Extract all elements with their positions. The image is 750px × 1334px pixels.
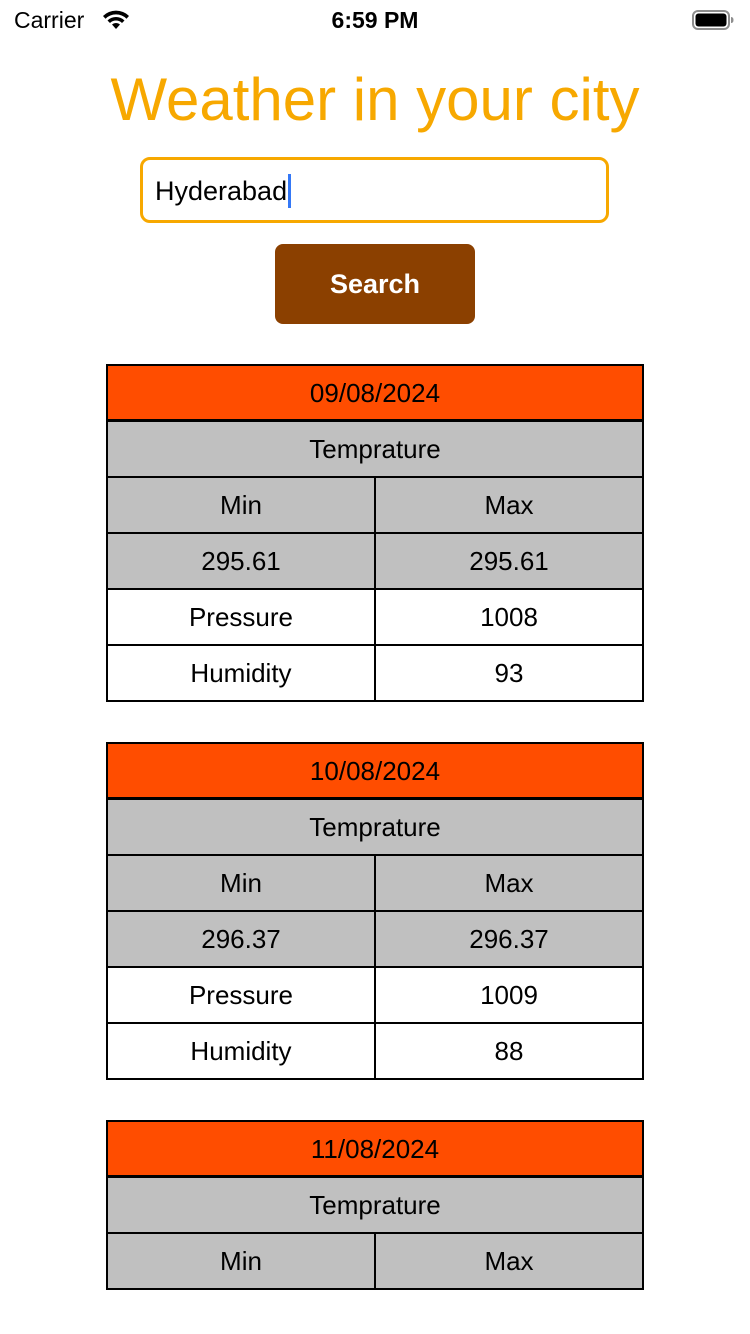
carrier-label: Carrier bbox=[14, 7, 85, 33]
wifi-icon bbox=[101, 9, 131, 31]
min-max-header-row: Min Max bbox=[106, 478, 644, 534]
min-label: Min bbox=[108, 478, 376, 532]
max-label: Max bbox=[484, 868, 534, 898]
search-button[interactable]: Search bbox=[275, 244, 475, 324]
date-header: 09/08/2024 bbox=[106, 364, 644, 422]
min-label: Min bbox=[108, 856, 376, 910]
city-search-input[interactable] bbox=[140, 157, 609, 223]
temperature-label: Temprature bbox=[309, 434, 441, 464]
date-label: 11/08/2024 bbox=[310, 1134, 440, 1164]
humidity-value: 88 bbox=[494, 1036, 524, 1066]
humidity-label: Humidity bbox=[108, 1024, 376, 1078]
date-label: 09/08/2024 bbox=[309, 378, 441, 408]
max-value: 295.61 bbox=[469, 546, 549, 576]
min-value: 296.37 bbox=[108, 912, 376, 966]
forecast-card: 10/08/2024 Temprature Min Max 296.37 296… bbox=[106, 742, 644, 1080]
min-max-values-row: 295.61 295.61 bbox=[106, 534, 644, 590]
min-max-header-row: Min Max bbox=[106, 856, 644, 912]
forecast-card: 09/08/2024 Temprature Min Max 295.61 295… bbox=[106, 364, 644, 702]
pressure-label: Pressure bbox=[108, 968, 376, 1022]
battery-icon bbox=[692, 10, 734, 30]
max-label: Max bbox=[484, 1246, 534, 1276]
city-search-value: Hyderabad bbox=[155, 174, 292, 208]
pressure-row: Pressure 1008 bbox=[106, 590, 644, 646]
temperature-header: Temprature bbox=[106, 800, 644, 856]
city-search-text: Hyderabad bbox=[155, 176, 288, 206]
humidity-row: Humidity 93 bbox=[106, 646, 644, 702]
date-header: 10/08/2024 bbox=[106, 742, 644, 800]
min-label: Min bbox=[108, 1234, 376, 1288]
max-value: 296.37 bbox=[469, 924, 549, 954]
status-time: 6:59 PM bbox=[331, 7, 419, 33]
temperature-header: Temprature bbox=[106, 1178, 644, 1234]
status-bar: Carrier 6:59 PM bbox=[0, 0, 750, 40]
humidity-row: Humidity 88 bbox=[106, 1024, 644, 1080]
date-header: 11/08/2024 bbox=[106, 1120, 644, 1178]
humidity-value: 93 bbox=[494, 658, 524, 688]
min-max-header-row: Min Max bbox=[106, 1234, 644, 1290]
date-label: 10/08/2024 bbox=[309, 756, 441, 786]
pressure-row: Pressure 1009 bbox=[106, 968, 644, 1024]
min-max-values-row: 296.37 296.37 bbox=[106, 912, 644, 968]
pressure-label: Pressure bbox=[108, 590, 376, 644]
text-cursor bbox=[288, 174, 292, 208]
temperature-label: Temprature bbox=[309, 812, 441, 842]
forecast-list[interactable]: 09/08/2024 Temprature Min Max 295.61 295… bbox=[0, 364, 750, 1294]
temperature-header: Temprature bbox=[106, 422, 644, 478]
forecast-card: 11/08/2024 Temprature Min Max bbox=[106, 1120, 644, 1290]
page-title: Weather in your city bbox=[110, 66, 640, 133]
humidity-label: Humidity bbox=[108, 646, 376, 700]
pressure-value: 1008 bbox=[480, 602, 538, 632]
temperature-label: Temprature bbox=[309, 1190, 441, 1220]
pressure-value: 1009 bbox=[480, 980, 538, 1010]
min-value: 295.61 bbox=[108, 534, 376, 588]
max-label: Max bbox=[484, 490, 534, 520]
